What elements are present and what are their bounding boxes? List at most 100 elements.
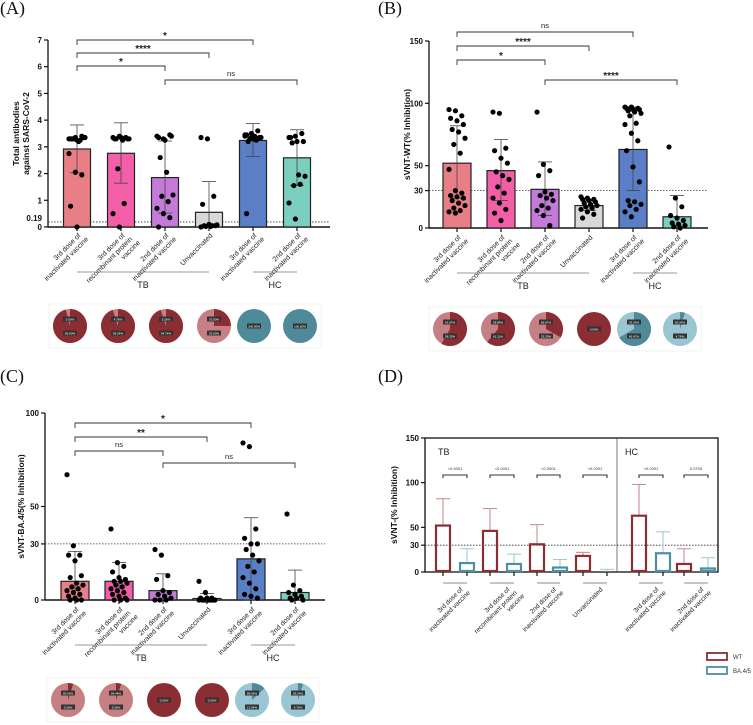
data-point xyxy=(503,206,509,212)
data-point xyxy=(578,206,584,212)
data-point xyxy=(255,128,261,134)
data-point xyxy=(294,138,300,145)
y-tick-label: 50 xyxy=(410,523,419,532)
bar-wt xyxy=(630,514,648,573)
data-point xyxy=(108,586,114,592)
significance-bracket xyxy=(74,450,164,456)
pvalue-label: <0.0001 xyxy=(588,466,603,471)
pie-label-box xyxy=(443,333,457,339)
data-point xyxy=(633,206,639,212)
data-point xyxy=(202,589,208,596)
y-tick-label: 0 xyxy=(415,568,420,577)
data-point xyxy=(121,563,127,569)
data-point xyxy=(108,526,114,532)
data-point xyxy=(64,472,70,478)
significance-label: * xyxy=(161,414,165,425)
pvalue-bracket xyxy=(536,474,561,478)
pvalue-label: <0.0001 xyxy=(644,466,659,471)
group-label-hc: HC xyxy=(269,280,282,290)
data-point xyxy=(246,580,252,586)
x-tick-label: 3rd dose ofrecombinant proteinvaccine xyxy=(80,228,142,290)
data-point xyxy=(446,106,452,113)
pie-chart: 95.00% 5.00% xyxy=(53,309,88,343)
data-point xyxy=(632,109,638,115)
data-point xyxy=(501,190,507,196)
pie-label: 33.33% xyxy=(629,320,640,324)
data-point xyxy=(245,563,251,569)
y-tick-label: 6 xyxy=(38,63,43,72)
data-point xyxy=(589,205,595,211)
data-point xyxy=(291,182,297,189)
significance-label: ns xyxy=(227,69,235,78)
y-tick-label: 50 xyxy=(30,503,39,512)
pie-label: 38.89% xyxy=(493,320,504,324)
data-point xyxy=(506,176,512,182)
pie-label-box xyxy=(491,319,505,325)
data-point xyxy=(242,591,248,597)
data-point xyxy=(490,109,496,115)
data-point xyxy=(544,195,550,201)
y-axis-label: Total antibodiesagainst SARS-CoV-2 xyxy=(11,92,31,175)
data-point xyxy=(492,210,498,216)
significance-label: **** xyxy=(515,37,531,48)
data-point xyxy=(454,194,460,200)
data-point xyxy=(200,201,206,207)
data-point xyxy=(627,202,633,209)
pie-chart: 61.11% 38.89% xyxy=(481,312,515,346)
pie-label-box xyxy=(207,316,221,322)
pie-label-box xyxy=(627,319,641,325)
bar-wt xyxy=(528,543,546,573)
data-point xyxy=(456,129,462,135)
pie-label-box xyxy=(207,330,221,336)
pie-chart: 33.33% 66.67% xyxy=(529,312,563,346)
data-point xyxy=(113,582,119,588)
pie-chart: 94.74% 5.26% xyxy=(149,309,184,343)
pie-label: 58.33% xyxy=(445,334,456,338)
data-point xyxy=(542,189,548,195)
pie-chart: 13.04% 86.96% xyxy=(235,683,269,717)
pie-label-box xyxy=(673,333,687,339)
data-point xyxy=(115,166,121,172)
x-tick-label: 3rd dose ofrecombinant proteinvaccine xyxy=(468,582,527,641)
pie-label: 0.00% xyxy=(160,698,169,702)
group-label-tb: TB xyxy=(517,281,529,291)
data-point xyxy=(680,217,687,224)
pie-chart: 66.67% 33.33% xyxy=(617,312,652,347)
data-point xyxy=(66,552,72,558)
data-point xyxy=(547,168,553,174)
pie-label: 41.67% xyxy=(445,320,456,324)
data-point xyxy=(124,580,130,586)
data-point xyxy=(79,172,85,178)
significance-label: * xyxy=(499,51,503,62)
pie-label: 0.00% xyxy=(590,327,599,331)
significance-label: **** xyxy=(603,71,619,82)
pie-label: 95.00% xyxy=(65,331,76,335)
data-point xyxy=(668,212,674,219)
group-label-tb: TB xyxy=(137,280,149,290)
x-tick-label: Unvaccinated xyxy=(572,586,605,619)
data-point xyxy=(492,148,498,154)
pie-chart: 0.00% xyxy=(577,312,611,346)
pie-label-box xyxy=(491,333,505,339)
data-point xyxy=(70,589,76,596)
data-point xyxy=(462,202,468,209)
pie-label-box xyxy=(539,319,553,325)
y-tick-label: 50 xyxy=(414,162,423,171)
data-point xyxy=(196,597,202,603)
data-point xyxy=(244,211,250,217)
pie-label: 100.00% xyxy=(248,324,260,328)
data-point xyxy=(674,215,680,221)
data-point xyxy=(286,589,292,596)
data-point xyxy=(496,110,502,116)
data-point xyxy=(462,135,468,141)
data-point xyxy=(154,205,160,211)
data-point xyxy=(622,121,628,128)
data-point xyxy=(536,173,542,179)
pie-label-box xyxy=(109,704,123,710)
data-point xyxy=(165,199,171,205)
pie-label-box xyxy=(539,333,553,339)
data-point xyxy=(157,154,163,161)
data-point xyxy=(297,588,303,594)
data-point xyxy=(459,113,465,119)
pvalue-label: <0.0001 xyxy=(541,466,556,471)
